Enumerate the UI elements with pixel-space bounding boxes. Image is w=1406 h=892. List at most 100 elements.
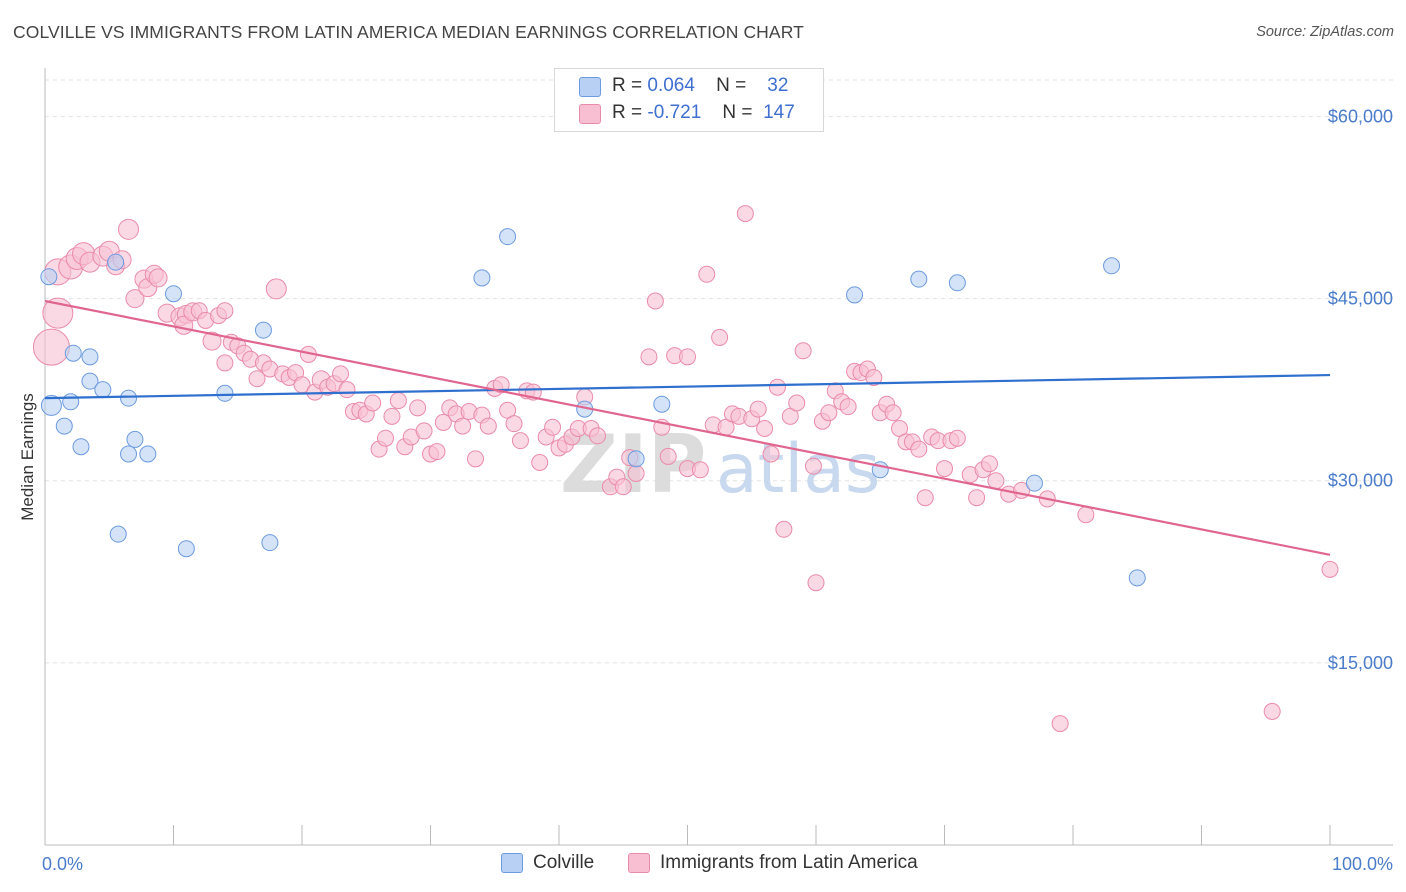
y-tick-label: $15,000 [1328,653,1393,673]
legend-r-value: -0.721 [647,102,702,123]
colville-point [109,525,127,543]
latin-america-point [794,342,812,360]
latin-america-point [614,478,632,496]
y-axis-title: Median Earnings [18,393,37,521]
colville-point [55,417,73,435]
y-tick-label: $60,000 [1328,106,1393,126]
series-colville [40,228,1146,587]
latin-america-point [916,489,934,507]
latin-america-point [987,472,1005,490]
colville-point [261,534,279,552]
latin-america-point [980,455,998,473]
latin-america-point [839,398,857,416]
colville-point [499,228,517,246]
y-tick-label: $30,000 [1328,471,1393,491]
colville-point [948,274,966,292]
latin-america-point [762,445,780,463]
latin-america-point [216,354,234,372]
latin-america-point [589,427,607,445]
y-tick-labels: $15,000 $30,000 $45,000 $60,000 [1328,106,1393,672]
latin-america-point [968,489,986,507]
latin-america-point [125,289,145,309]
latin-america-point [736,205,754,223]
latin-america-point [756,420,774,437]
latin-america-point [338,381,356,399]
colville-point [910,270,928,288]
colville-point [81,348,99,366]
latin-america-point [148,268,168,288]
series-latin-america [32,205,1339,733]
legend-r-label: R = [612,75,643,96]
watermark-atlas: atlas [716,430,880,509]
latin-america-point [428,443,446,461]
latin-america-point [531,454,549,471]
colville-point [81,372,99,390]
latin-america-point [415,422,433,440]
latin-america-point [884,404,902,422]
colville-point [126,430,144,448]
colville-point [177,540,195,558]
colville-point [120,445,138,463]
latin-america-point [865,369,883,386]
latin-america-point [377,429,395,447]
legend-label: Immigrants from Latin America [660,852,918,873]
colville-point [627,450,645,468]
y-tick-label: $45,000 [1328,289,1393,309]
pink-swatch [579,104,601,124]
legend-n-label: N = [722,102,753,123]
axes [44,68,1393,846]
colville-trend-line [44,373,1331,400]
latin-america-point [389,392,407,410]
latin-america-point [202,331,222,351]
latin-america-point [775,520,793,538]
latin-america-point [910,440,928,458]
latin-america-point [505,415,523,433]
colville-point [139,445,157,463]
latin-america-point [768,378,786,396]
source-label: Source: ZipAtlas.com [1256,24,1394,40]
x-tick-label: 0.0% [42,854,83,874]
colville-point [473,269,491,287]
colville-point [165,285,182,303]
latin-america-point [466,450,484,468]
colville-point [846,286,864,304]
colville-point [40,268,58,286]
latin-america-point [479,417,497,435]
pink-swatch [628,853,650,873]
legend-n-value: 147 [763,102,795,123]
colville-point [40,394,62,416]
latin-america-point [1263,702,1281,720]
trend-lines [44,299,1331,556]
latin-america-point [265,278,287,300]
legend-n-label: N = [716,75,747,96]
latin-america-point [788,394,806,412]
latin-america-point [409,399,427,417]
colville-point [120,389,138,407]
colville-point [107,253,125,271]
latin-america-point [627,464,645,482]
latin-america-point [948,429,966,447]
latin-america-point [216,302,234,320]
latin-america-point [248,370,266,388]
latin-america-point [1321,560,1339,578]
colville-point [62,393,80,411]
colville-point [254,321,272,339]
x-tick-label: 100.0% [1332,854,1393,874]
chart-title: COLVILLE VS IMMIGRANTS FROM LATIN AMERIC… [13,22,804,42]
latin-america-point [332,365,350,383]
latin-america-point [1051,715,1069,733]
latin-america-point [646,292,664,310]
latin-america-point [364,394,382,412]
colville-point [72,438,90,456]
legend-n-value: 32 [767,75,789,96]
blue-swatch [501,853,523,873]
colville-point [653,395,671,413]
colville-point [216,384,234,402]
latin-america-point [1077,506,1095,524]
latin-america-point [659,447,677,465]
latin-america-point [640,348,658,366]
blue-swatch [579,77,601,97]
latin-america-point [32,328,70,366]
latin-america-point [711,328,729,346]
